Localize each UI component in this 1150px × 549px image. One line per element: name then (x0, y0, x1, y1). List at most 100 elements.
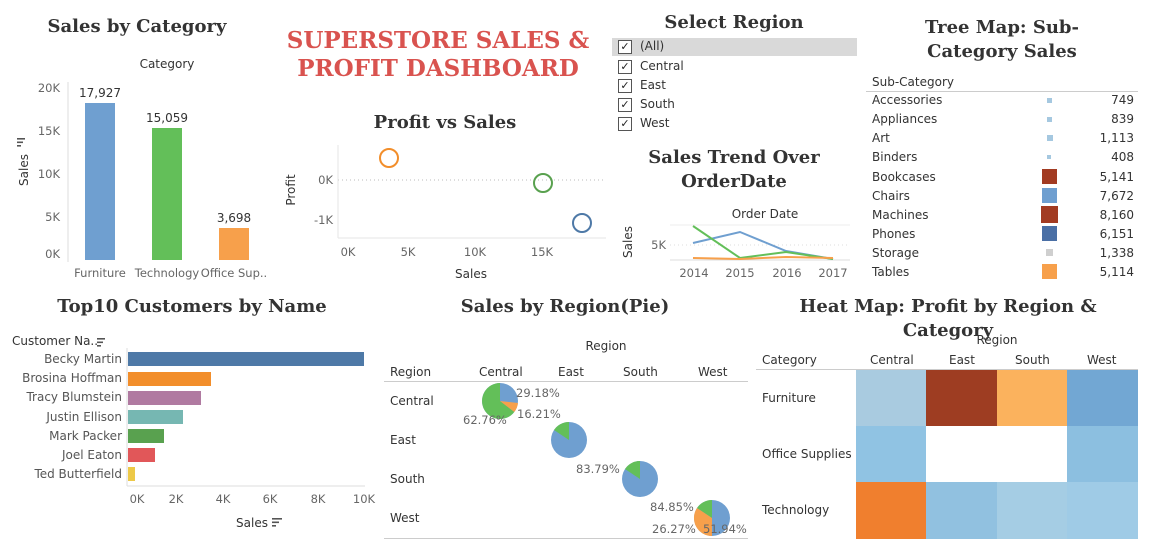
pie-label: 83.79% (576, 462, 620, 476)
treemap-row[interactable]: Bookcases 5,141 (866, 168, 1138, 187)
customers-title: Top10 Customers by Name (57, 296, 327, 317)
heatmap-header: Region (976, 333, 1018, 347)
pie-east[interactable] (551, 421, 587, 458)
heatmap-cell[interactable] (997, 426, 1067, 482)
y-tick: 5K (45, 210, 60, 224)
scatter-point-technology[interactable] (533, 173, 553, 193)
customer-name: Ted Butterfield (34, 467, 122, 481)
row-label: Binders (872, 150, 918, 164)
customer-bar[interactable] (128, 429, 164, 443)
heatmap-cell[interactable] (1067, 482, 1138, 539)
heatmap-cell[interactable] (1067, 370, 1138, 426)
y-tick: 0K (45, 247, 60, 261)
row-value: 749 (1111, 93, 1134, 107)
heatmap-cell[interactable] (926, 482, 997, 539)
check-icon[interactable]: ✓ (618, 60, 632, 74)
y-tick: 20K (38, 81, 61, 95)
x-tick: 6K (263, 492, 278, 506)
size-mark (1042, 264, 1057, 279)
customer-bar[interactable] (128, 391, 201, 405)
customer-bar[interactable] (128, 372, 211, 386)
customer-bar[interactable] (128, 410, 183, 424)
treemap-row[interactable]: Accessories 749 (866, 91, 1138, 110)
size-mark (1041, 206, 1058, 223)
row-label: Phones (872, 227, 916, 241)
x-tick: 10K (464, 245, 487, 259)
sort-icon[interactable] (17, 138, 25, 147)
customer-name: Becky Martin (44, 352, 122, 366)
pie-south[interactable] (622, 460, 658, 497)
x-tick: Technology (134, 266, 200, 280)
treemap-row[interactable]: Machines 8,160 (866, 206, 1138, 225)
bar-furniture[interactable] (85, 103, 115, 260)
heatmap-cell[interactable] (856, 482, 926, 539)
treemap-title: Tree Map: Sub-Category Sales (925, 17, 1079, 62)
sort-icon[interactable] (272, 518, 282, 527)
row-label: Appliances (872, 112, 938, 126)
divider (866, 91, 1138, 92)
scatter-point-office-supplies[interactable] (379, 148, 399, 168)
bar-value-label: 15,059 (146, 111, 188, 125)
heatmap-cell[interactable] (926, 370, 997, 426)
heatmap-row-header: Category (762, 353, 817, 367)
customer-name: Mark Packer (49, 429, 122, 443)
treemap-row[interactable]: Binders 408 (866, 148, 1138, 167)
treemap-row[interactable]: Phones 6,151 (866, 225, 1138, 244)
trend-line-technology[interactable] (692, 225, 834, 260)
row-value: 7,672 (1099, 189, 1134, 203)
check-icon[interactable]: ✓ (618, 79, 632, 93)
size-mark (1047, 135, 1053, 141)
pie-west[interactable] (693, 499, 730, 536)
pie-col-header: West (698, 365, 728, 379)
check-icon[interactable]: ✓ (618, 117, 632, 131)
pie-central[interactable] (482, 383, 518, 419)
customer-name: Joel Eaton (62, 448, 122, 462)
row-value: 1,338 (1099, 246, 1134, 260)
bar-value-label: 17,927 (79, 86, 121, 100)
x-tick: 4K (216, 492, 231, 506)
heatmap-cell[interactable] (856, 426, 926, 482)
heatmap-cell[interactable] (856, 370, 926, 426)
customer-bar[interactable] (128, 467, 135, 481)
bar-office-supplies[interactable] (219, 228, 249, 260)
x-tick: 8K (311, 492, 326, 506)
heatmap-cell[interactable] (926, 426, 997, 482)
pie-row-label: West (390, 511, 420, 525)
heatmap-cell[interactable] (997, 482, 1067, 539)
x-tick: 2016 (772, 266, 801, 280)
pie-col-header: East (558, 365, 584, 379)
x-tick: 0K (130, 492, 145, 506)
x-tick: 0K (341, 245, 356, 259)
heatmap-cell[interactable] (1067, 426, 1138, 482)
x-axis-label: Sales (455, 267, 487, 281)
x-tick: 15K (531, 245, 554, 259)
trend-line-office-supplies[interactable] (692, 255, 834, 261)
customer-name: Brosina Hoffman (22, 371, 122, 385)
pie-col-header: Central (479, 365, 523, 379)
pie-col-header: South (623, 365, 658, 379)
row-value: 839 (1111, 112, 1134, 126)
treemap-row[interactable]: Tables 5,114 (866, 263, 1138, 282)
check-icon[interactable]: ✓ (618, 98, 632, 112)
customer-bar[interactable] (128, 448, 155, 462)
x-tick: 2015 (725, 266, 754, 280)
scatter-title: Profit vs Sales (373, 112, 517, 133)
treemap-row[interactable]: Storage 1,338 (866, 244, 1138, 263)
treemap-header: Sub-Category (872, 75, 954, 89)
sort-icon[interactable] (97, 338, 105, 347)
customer-bar[interactable] (128, 352, 364, 366)
row-value: 1,113 (1099, 131, 1134, 145)
treemap-row[interactable]: Chairs 7,672 (866, 187, 1138, 206)
check-icon[interactable]: ✓ (618, 40, 632, 54)
pie-title: Sales by Region(Pie) (460, 296, 670, 317)
heatmap-col-header: Central (870, 353, 914, 367)
scatter-point-furniture[interactable] (572, 213, 592, 233)
treemap-row[interactable]: Art 1,113 (866, 129, 1138, 148)
bar-value-label: 3,698 (217, 211, 251, 225)
row-value: 5,114 (1099, 265, 1134, 279)
bar-technology[interactable] (152, 128, 182, 260)
heatmap-cell[interactable] (997, 370, 1067, 426)
filter-option-label: (All) (640, 39, 665, 53)
filter-option-label: West (640, 116, 670, 130)
treemap-row[interactable]: Appliances 839 (866, 110, 1138, 129)
